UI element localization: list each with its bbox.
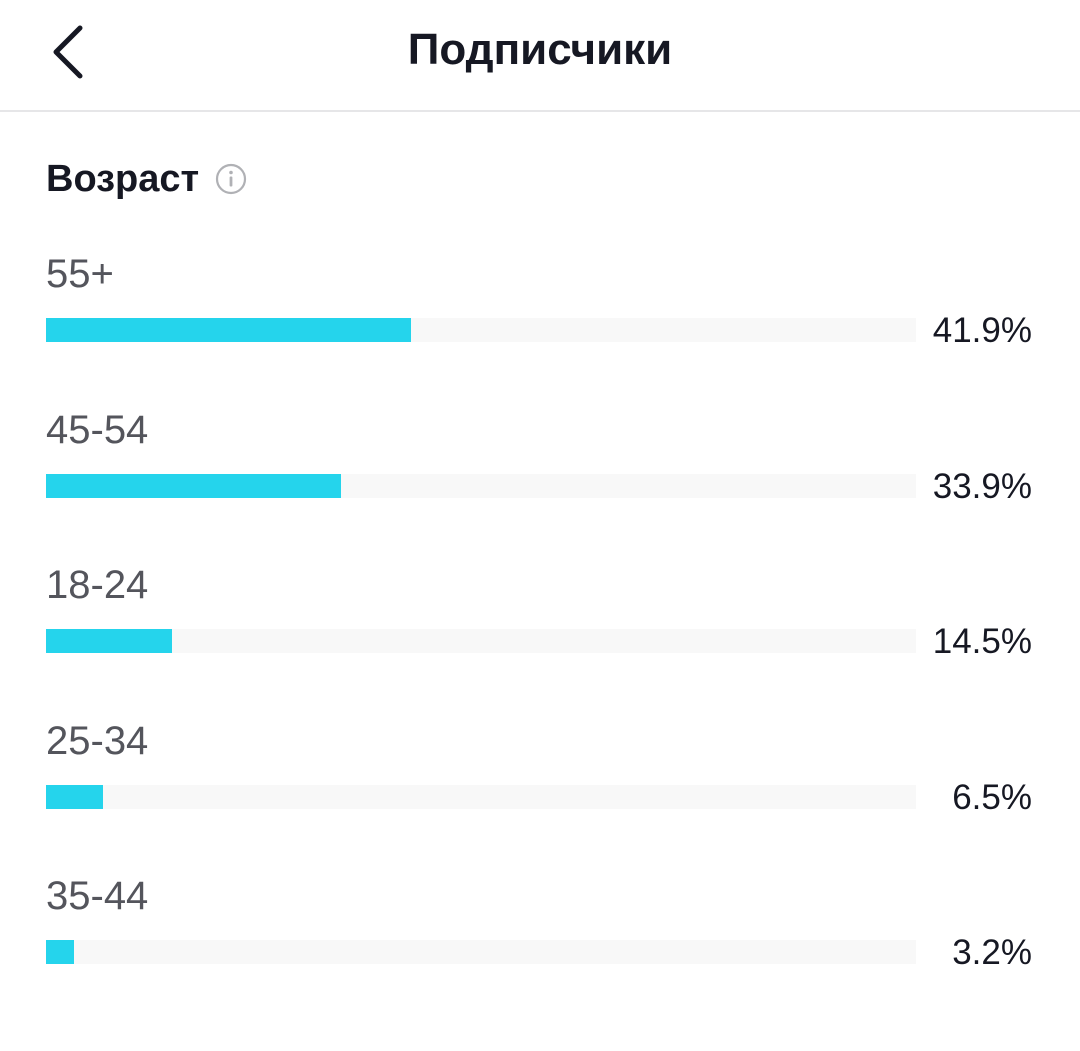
progress-track: [46, 318, 916, 342]
age-group-label: 18-24: [46, 563, 149, 607]
age-row: 45-54 33.9%: [0, 396, 1080, 552]
age-row: 25-34 6.5%: [0, 707, 1080, 863]
progress-fill: [46, 473, 341, 498]
percent-value: 41.9%: [932, 311, 1032, 350]
top-bar: Подписчики: [0, 0, 1080, 112]
age-group-label: 35-44: [46, 874, 149, 918]
percent-value: 3.2%: [952, 933, 1032, 972]
age-group-label: 55+: [46, 252, 114, 296]
progress-track: [46, 473, 916, 498]
page-title: Подписчики: [407, 25, 673, 74]
age-section-header: Возраст: [46, 154, 247, 204]
progress-fill: [46, 940, 74, 964]
back-button[interactable]: [36, 14, 108, 86]
progress-fill: [46, 629, 173, 653]
progress-track: [46, 940, 916, 964]
age-row: 55+ 41.9%: [0, 240, 1080, 396]
progress-track: [46, 784, 916, 809]
age-row: 18-24 14.5%: [0, 551, 1080, 707]
percent-value: 33.9%: [932, 466, 1032, 506]
age-group-label: 25-34: [46, 718, 149, 763]
age-row: 35-44 3.2%: [0, 862, 1080, 1018]
chevron-left-icon: [53, 25, 83, 79]
age-group-label: 45-54: [46, 407, 149, 452]
progress-fill: [46, 784, 103, 809]
percent-value: 14.5%: [932, 622, 1032, 661]
age-distribution-list: 55+ 41.9% 45-54 33.9% 18-24 14.5% 25-34 …: [0, 240, 1080, 1018]
percent-value: 6.5%: [952, 777, 1032, 817]
progress-fill: [46, 318, 411, 342]
section-title: Возраст: [46, 158, 200, 200]
info-icon[interactable]: [215, 163, 247, 195]
progress-track: [46, 629, 916, 653]
